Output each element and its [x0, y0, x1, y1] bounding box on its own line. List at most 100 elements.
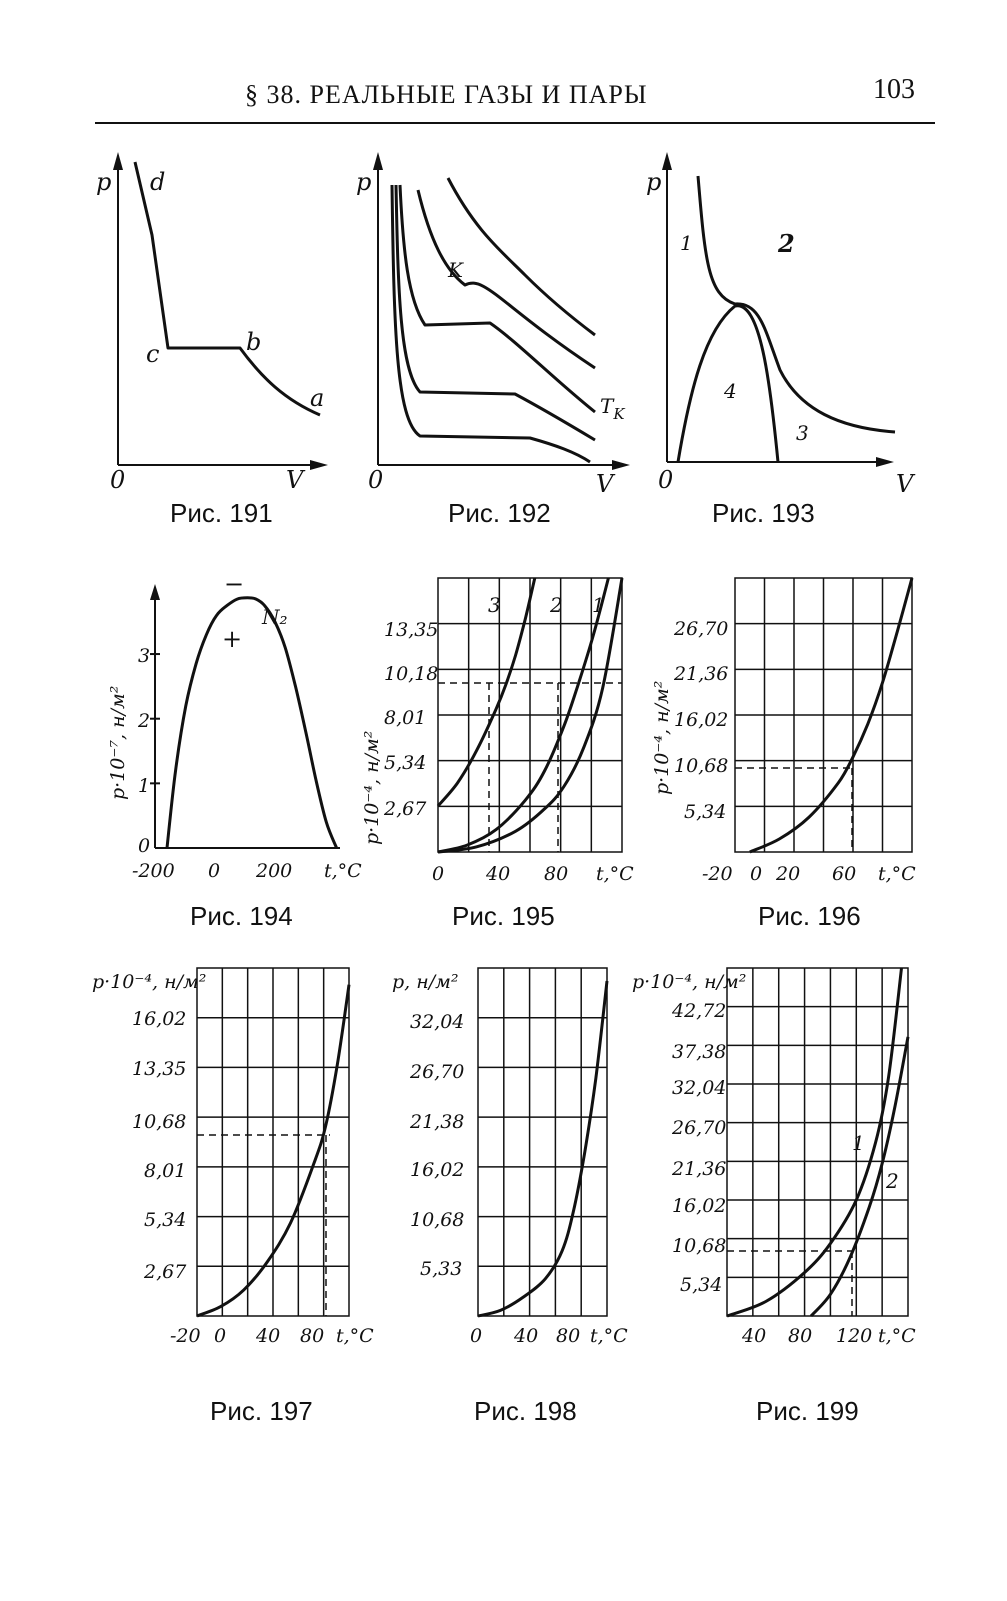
x-tick-label: 0 — [208, 860, 220, 882]
y-tick-label: 16,02 — [674, 709, 728, 731]
y-tick-label: 2,67 — [143, 1261, 187, 1283]
origin-label: 0 — [658, 466, 673, 494]
series-curve-1 — [726, 967, 903, 1318]
y-ticks — [150, 653, 160, 785]
figure-caption: Рис. 199 — [756, 1396, 859, 1426]
figure-194: N₂ − + -200 0 200 t,°C 0 1 2 3 p·10⁻⁷, н… — [107, 570, 362, 931]
y-axis-label: p·10⁻⁴, н/м² — [92, 971, 206, 993]
grid — [437, 577, 623, 853]
y-axis-arrow-icon — [662, 152, 672, 170]
critical-temperature-label: TK — [600, 394, 625, 423]
curve-label-3: 3 — [488, 593, 501, 617]
y-axis-label: p·10⁻⁷, н/м² — [107, 686, 129, 800]
section-title: § 38. РЕАЛЬНЫЕ ГАЗЫ И ПАРЫ — [245, 80, 648, 109]
figure-caption: Рис. 195 — [452, 901, 555, 931]
series-label-n2: N₂ — [261, 605, 288, 629]
y-tick-label: 13,35 — [132, 1058, 186, 1080]
y-tick-label: 8,01 — [144, 1160, 186, 1182]
y-axis-arrow-icon — [113, 152, 123, 170]
critical-isotherm-curve — [416, 189, 596, 370]
x-tick-label: 80 — [544, 863, 568, 885]
y-tick-label: 10,68 — [132, 1111, 186, 1133]
series-curve-1 — [749, 577, 914, 854]
y-tick-label: 5,33 — [420, 1258, 462, 1280]
x-tick-label: 0 — [214, 1325, 226, 1347]
x-tick-label: 40 — [255, 1325, 280, 1347]
plot-frame — [477, 967, 608, 1317]
y-axis-label: p·10⁻⁴, н/м² — [361, 731, 383, 845]
plot-frame — [726, 967, 909, 1317]
curve-label-2: 2 — [885, 1169, 899, 1193]
x-tick-label: 20 — [775, 863, 800, 885]
x-tick-label: 40 — [513, 1325, 538, 1347]
y-tick-label: 32,04 — [410, 1011, 464, 1033]
curves — [477, 980, 609, 1318]
figure-198: p, н/м² 32,04 26,70 21,38 16,02 10,68 5,… — [392, 967, 628, 1426]
y-axis-label: p — [96, 168, 111, 196]
binodal-curve — [676, 304, 780, 463]
y-axis-label: p — [356, 168, 371, 196]
figure-caption: Рис. 196 — [758, 901, 861, 931]
curves — [436, 577, 624, 854]
series-curve-1 — [437, 577, 624, 854]
x-tick-label: 80 — [788, 1325, 812, 1347]
x-axis-label: V — [286, 466, 306, 494]
y-axis-label: p — [646, 168, 661, 196]
x-tick-label: 0 — [470, 1325, 482, 1347]
isotherm-curve-5 — [446, 177, 596, 337]
x-tick-label: -20 — [702, 863, 733, 885]
x-axis-label: t,°C — [336, 1325, 374, 1347]
y-axis-arrow-icon — [373, 152, 383, 170]
y-tick-label: 26,70 — [671, 1117, 726, 1139]
y-tick-label: 10,68 — [674, 755, 728, 777]
y-tick-label: 8,01 — [384, 707, 426, 729]
origin-label: 0 — [110, 466, 125, 494]
x-tick-label: 0 — [432, 863, 444, 885]
y-tick-label: 42,72 — [671, 1000, 726, 1022]
y-axis-label: p·10⁻⁴, н/м² — [651, 681, 673, 795]
y-tick-label: 16,02 — [672, 1195, 726, 1217]
x-axis-arrow-icon — [876, 457, 894, 467]
figure-caption: Рис. 194 — [190, 901, 293, 931]
y-tick-label: 10,18 — [384, 663, 438, 685]
x-axis-label: V — [596, 470, 616, 498]
series-n2-curve — [165, 596, 338, 849]
x-tick-label: -200 — [132, 860, 175, 882]
figure-191: p d c b a 0 V Рис. 191 — [96, 152, 328, 528]
y-tick-label: 13,35 — [384, 619, 438, 641]
curves — [726, 967, 910, 1318]
curves — [749, 577, 914, 854]
x-tick-label: 80 — [300, 1325, 324, 1347]
x-tick-label: 60 — [832, 863, 856, 885]
x-tick-label: 40 — [485, 863, 510, 885]
y-tick-label: 21,36 — [673, 663, 728, 685]
plus-sign: + — [222, 625, 242, 653]
figure-caption: Рис. 193 — [712, 498, 815, 528]
isotherm-curve-3 — [398, 184, 596, 414]
x-tick-label: 120 — [836, 1325, 872, 1347]
grid — [726, 967, 909, 1317]
y-tick-label: 10,68 — [672, 1235, 726, 1257]
x-axis-label: t,°C — [596, 863, 634, 885]
y-tick-label: 26,70 — [673, 618, 728, 640]
y-tick-label: 1 — [138, 775, 150, 797]
x-axis-label: V — [896, 470, 916, 498]
grid — [196, 967, 350, 1317]
curve-label-2: 2 — [549, 593, 563, 617]
figure-caption: Рис. 191 — [170, 498, 273, 528]
y-tick-label: 3 — [138, 645, 150, 667]
figure-199: 1 2 p·10⁻⁴, н/м² 42,72 37,38 32,04 26,70… — [632, 967, 916, 1426]
isotherm-curve — [133, 161, 321, 417]
x-axis-label: t,°C — [878, 1325, 916, 1347]
grid — [734, 577, 913, 853]
x-axis-label: t,°C — [590, 1325, 628, 1347]
curve-label-1: 1 — [852, 1131, 865, 1155]
isotherm-curve-2 — [394, 184, 596, 442]
figure-192: p K TK 0 V Рис. 192 — [356, 152, 630, 528]
figure-caption: Рис. 198 — [474, 1396, 577, 1426]
x-tick-label: 200 — [255, 860, 292, 882]
figure-caption: Рис. 197 — [210, 1396, 313, 1426]
minus-sign: − — [224, 570, 244, 598]
y-tick-label: 2 — [137, 710, 150, 732]
